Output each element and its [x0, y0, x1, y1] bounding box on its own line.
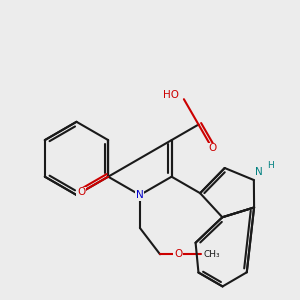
Text: H: H: [267, 160, 274, 169]
Text: CH₃: CH₃: [203, 250, 220, 259]
Text: O: O: [77, 187, 86, 197]
Text: N: N: [136, 190, 144, 200]
Text: HO: HO: [164, 90, 179, 100]
Text: O: O: [174, 249, 182, 259]
Text: O: O: [208, 143, 216, 153]
Text: N: N: [255, 167, 263, 177]
